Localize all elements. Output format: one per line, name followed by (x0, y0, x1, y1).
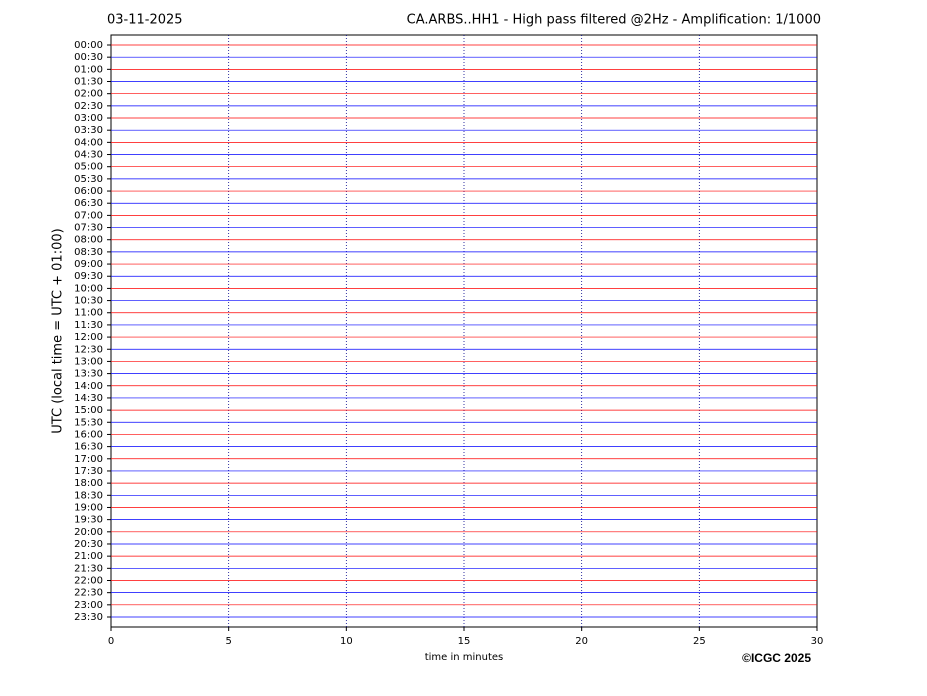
y-tick-label: 05:00 (74, 162, 103, 173)
y-tick-label: 06:00 (74, 186, 103, 197)
y-tick-label: 10:00 (74, 283, 103, 294)
x-tick-label: 5 (225, 636, 231, 647)
y-tick-label: 00:00 (74, 40, 103, 51)
y-tick-label: 11:30 (74, 320, 103, 331)
y-tick-label: 01:00 (74, 64, 103, 75)
y-tick-label: 16:30 (74, 442, 103, 453)
y-tick-label: 20:00 (74, 527, 103, 538)
y-tick-label: 02:00 (74, 89, 103, 100)
y-tick-label: 21:30 (74, 563, 103, 574)
y-tick-label: 18:00 (74, 478, 103, 489)
y-axis-label: UTC (local time = UTC + 01:00) (51, 228, 66, 433)
y-tick-label: 22:30 (74, 588, 103, 599)
plot-frame (110, 34, 818, 628)
y-tick-label: 23:00 (74, 600, 103, 611)
y-tick-label: 19:00 (74, 502, 103, 513)
y-tick-label: 16:00 (74, 429, 103, 440)
y-tick-label: 20:30 (74, 539, 103, 550)
y-tick-label: 15:30 (74, 417, 103, 428)
y-tick-label: 00:30 (74, 52, 103, 63)
y-tick-label: 03:30 (74, 125, 103, 136)
y-tick-label: 19:30 (74, 515, 103, 526)
y-tick-label: 02:30 (74, 101, 103, 112)
y-tick-label: 07:00 (74, 210, 103, 221)
copyright: ©ICGC 2025 (742, 651, 811, 665)
y-tick-label: 17:30 (74, 466, 103, 477)
y-tick-label: 12:00 (74, 332, 103, 343)
y-tick-label: 10:30 (74, 296, 103, 307)
x-tick-label: 25 (693, 636, 706, 647)
y-tick-label: 05:30 (74, 174, 103, 185)
y-tick-label: 08:30 (74, 247, 103, 258)
y-tick-label: 08:00 (74, 235, 103, 246)
y-tick-label: 12:30 (74, 344, 103, 355)
date: 03-11-2025 (107, 13, 183, 28)
y-tick-label: 04:00 (74, 137, 103, 148)
y-tick-label: 21:00 (74, 551, 103, 562)
x-tick-label: 10 (340, 636, 353, 647)
y-tick-label: 17:00 (74, 454, 103, 465)
y-tick-label: 18:30 (74, 490, 103, 501)
y-tick-label: 13:30 (74, 369, 103, 380)
y-tick-label: 14:30 (74, 393, 103, 404)
y-tick-label: 14:00 (74, 381, 103, 392)
y-tick-label: 15:00 (74, 405, 103, 416)
y-tick-label: 03:00 (74, 113, 103, 124)
y-tick-label: 09:00 (74, 259, 103, 270)
y-tick-label: 06:30 (74, 198, 103, 209)
y-tick-label: 22:00 (74, 575, 103, 586)
y-tick-label: 13:00 (74, 356, 103, 367)
y-tick-label: 01:30 (74, 77, 103, 88)
x-tick-label: 30 (811, 636, 824, 647)
y-tick-label: 09:30 (74, 271, 103, 282)
x-tick-label: 0 (108, 636, 114, 647)
x-tick-label: 20 (575, 636, 588, 647)
y-tick-label: 07:30 (74, 223, 103, 234)
x-tick-label: 15 (458, 636, 471, 647)
chart-title: CA.ARBS..HH1 - High pass filtered @2Hz -… (407, 13, 821, 28)
y-tick-label: 04:30 (74, 150, 103, 161)
y-tick-label: 23:30 (74, 612, 103, 623)
y-tick-label: 11:00 (74, 308, 103, 319)
x-axis-label: time in minutes (425, 652, 504, 663)
